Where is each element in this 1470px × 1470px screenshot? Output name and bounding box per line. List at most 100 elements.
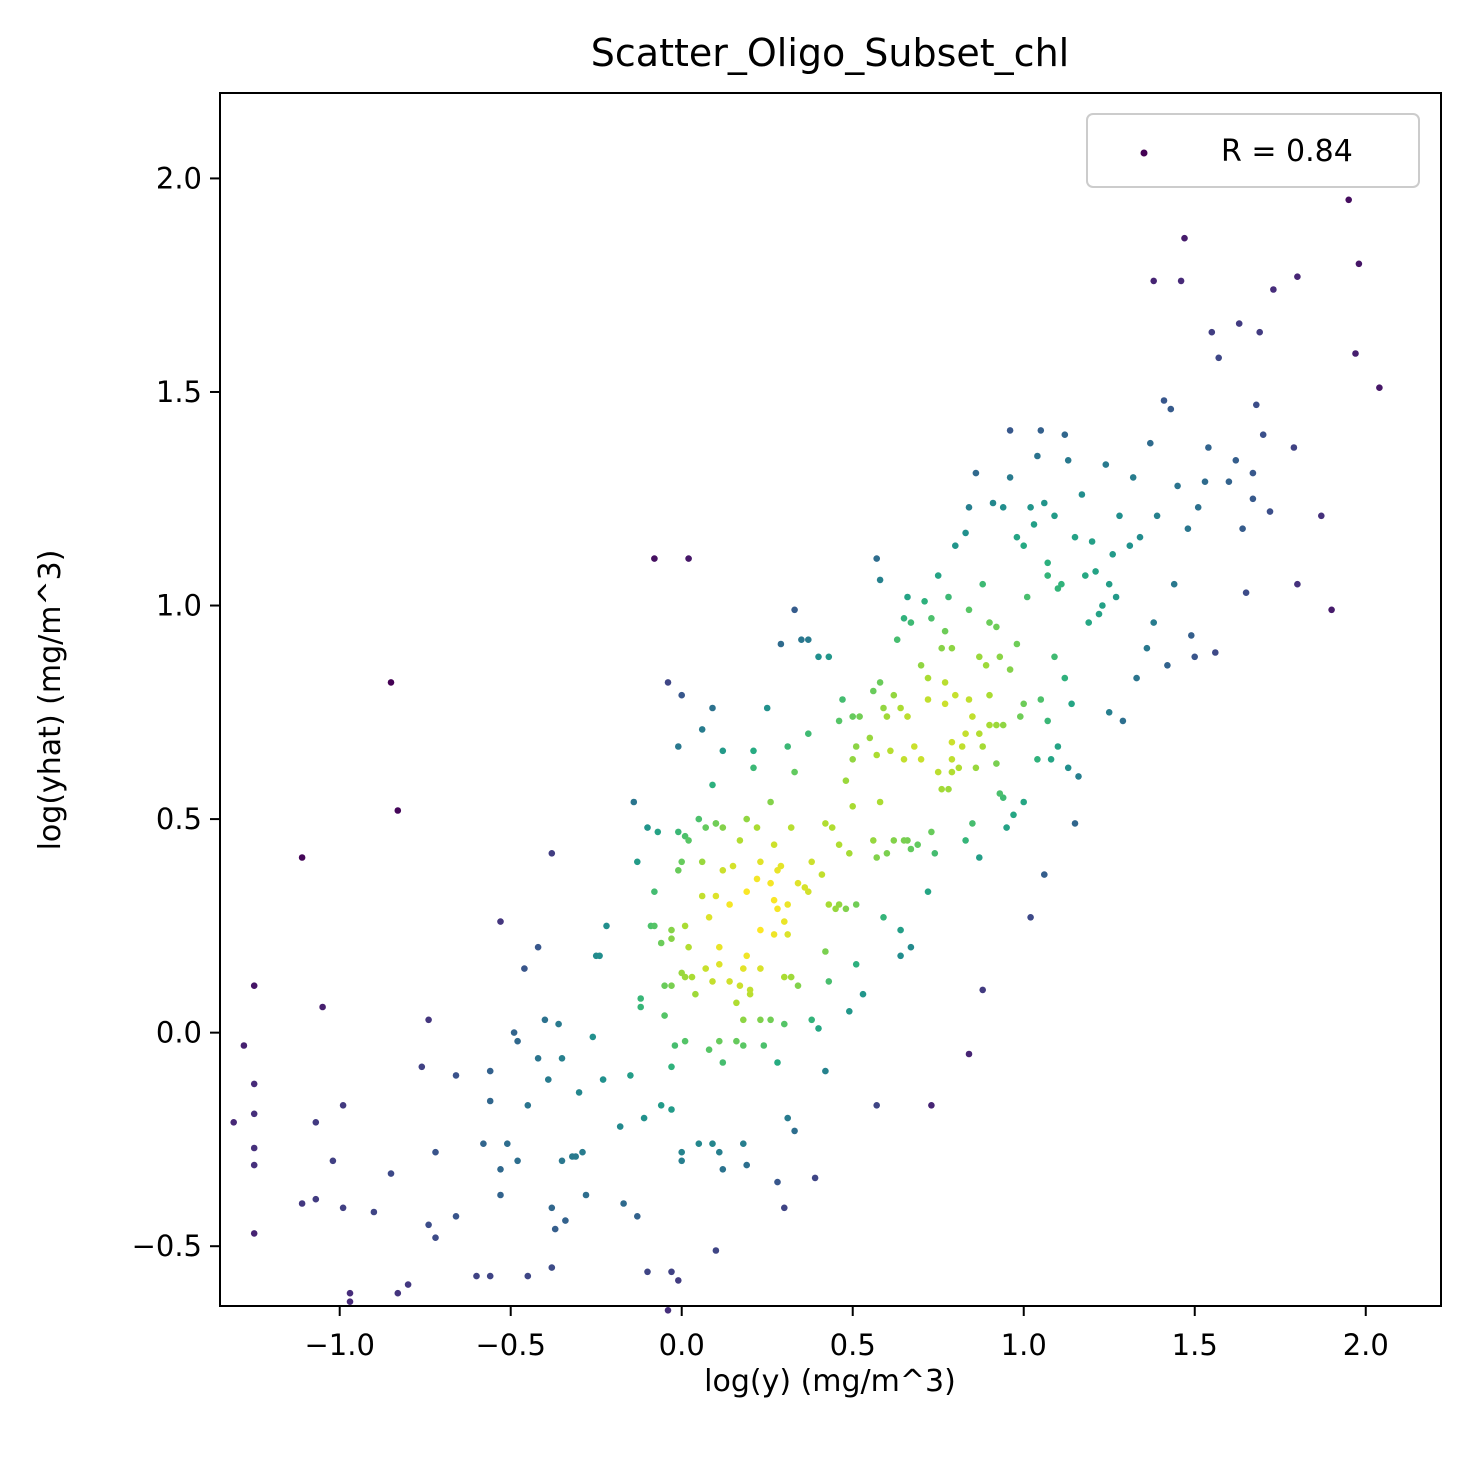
scatter-point	[934, 768, 942, 776]
scatter-point	[695, 1140, 703, 1147]
scatter-point	[808, 858, 815, 866]
scatter-point	[719, 1059, 727, 1066]
scatter-point	[767, 879, 774, 887]
scatter-point	[941, 679, 949, 686]
scatter-point	[1092, 568, 1099, 575]
scatter-point	[740, 1140, 747, 1147]
legend-box	[1086, 113, 1420, 188]
scatter-point	[852, 901, 860, 908]
scatter-point	[873, 555, 880, 562]
scatter-point	[664, 679, 672, 686]
scatter-point	[319, 1003, 326, 1011]
scatter-point	[774, 905, 781, 913]
scatter-point	[534, 943, 542, 951]
scatter-point	[719, 747, 727, 755]
scatter-point	[712, 1247, 720, 1254]
scatter-point	[914, 841, 921, 848]
scatter-point	[808, 1016, 815, 1024]
scatter-point	[870, 837, 877, 844]
scatter-point	[661, 982, 668, 989]
scatter-point	[924, 674, 932, 682]
scatter-point	[924, 696, 932, 703]
scatter-point	[904, 713, 911, 720]
scatter-point	[856, 713, 863, 720]
scatter-point	[432, 1148, 439, 1156]
scatter-point	[924, 888, 932, 895]
scatter-point	[736, 837, 744, 844]
scatter-point	[452, 1072, 460, 1079]
y-tick-label: 1.5	[156, 375, 202, 409]
scatter-point	[1006, 666, 1014, 673]
scatter-point	[657, 1102, 665, 1109]
scatter-point	[767, 798, 774, 806]
scatter-point	[651, 922, 658, 930]
scatter-point	[1136, 533, 1144, 541]
scatter-point	[1064, 764, 1072, 772]
scatter-point	[678, 858, 685, 866]
scatter-point	[1119, 717, 1127, 725]
scatter-point	[486, 1097, 494, 1105]
scatter-point	[712, 892, 720, 900]
scatter-point	[1037, 696, 1045, 703]
scatter-point	[681, 1037, 689, 1045]
scatter-point	[1044, 572, 1051, 579]
scatter-point	[825, 901, 833, 908]
scatter-point	[685, 555, 692, 562]
scatter-point	[709, 1140, 716, 1147]
scatter-point	[784, 743, 791, 750]
scatter-point	[651, 555, 658, 562]
scatter-point	[784, 931, 791, 938]
scatter-point	[1184, 525, 1192, 532]
scatter-point	[904, 593, 911, 601]
chart-title: Scatter_Oligo_Subset_chl	[591, 31, 1069, 75]
scatter-point	[480, 1140, 487, 1147]
plot-frame	[219, 92, 1442, 1307]
scatter-point	[740, 965, 747, 972]
scatter-point	[822, 948, 829, 955]
scatter-point	[757, 926, 764, 934]
scatter-point	[849, 713, 856, 720]
scatter-point	[750, 747, 757, 755]
scatter-point	[726, 901, 733, 908]
x-tick-label: 2.0	[1343, 1328, 1389, 1362]
scatter-point	[1116, 512, 1123, 520]
scatter-point	[1071, 820, 1079, 827]
scatter-point	[1318, 512, 1325, 520]
scatter-point	[1294, 580, 1301, 588]
scatter-point	[1164, 662, 1171, 669]
scatter-point	[1017, 713, 1024, 720]
scatter-point	[634, 858, 641, 866]
scatter-point	[637, 995, 644, 1002]
scatter-point	[791, 606, 798, 614]
scatter-point	[743, 888, 750, 895]
scatter-point	[1088, 538, 1096, 545]
scatter-point	[757, 858, 764, 866]
scatter-point	[1205, 444, 1212, 451]
scatter-point	[784, 1114, 791, 1122]
scatter-point	[1235, 320, 1243, 327]
scatter-point	[668, 1063, 675, 1071]
scatter-point	[945, 593, 952, 601]
legend-label: R = 0.84	[1221, 134, 1353, 169]
scatter-point	[948, 738, 956, 746]
scatter-point	[698, 726, 706, 733]
scatter-point	[781, 1020, 788, 1028]
scatter-point	[1153, 512, 1161, 520]
scatter-point	[709, 781, 716, 789]
scatter-point	[634, 1213, 641, 1220]
scatter-point	[774, 1059, 781, 1066]
scatter-point	[928, 828, 935, 836]
x-axis-label: log(y) (mg/m^3)	[704, 1364, 956, 1399]
scatter-point	[497, 1191, 504, 1199]
scatter-point	[1037, 427, 1045, 434]
scatter-point	[852, 743, 860, 750]
scatter-point	[1270, 286, 1277, 293]
scatter-point	[548, 1204, 556, 1212]
scatter-point	[1085, 619, 1092, 626]
scatter-point	[1177, 277, 1185, 285]
scatter-point	[1208, 328, 1216, 336]
scatter-point	[719, 1166, 727, 1173]
scatter-point	[1006, 427, 1014, 434]
scatter-point	[1133, 674, 1140, 682]
